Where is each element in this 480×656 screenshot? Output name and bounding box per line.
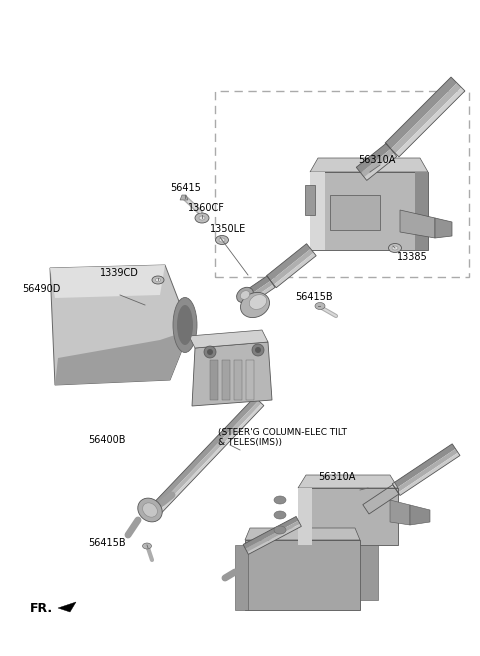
- Polygon shape: [156, 401, 262, 512]
- Polygon shape: [298, 475, 398, 488]
- Polygon shape: [298, 488, 312, 545]
- Polygon shape: [410, 505, 430, 525]
- Text: 56310A: 56310A: [358, 155, 396, 165]
- Ellipse shape: [143, 543, 152, 549]
- Polygon shape: [50, 265, 165, 298]
- Text: 1350LE: 1350LE: [210, 224, 246, 234]
- Polygon shape: [360, 545, 378, 600]
- Text: (STEER'G COLUMN-ELEC TILT
& TELES(IMS)): (STEER'G COLUMN-ELEC TILT & TELES(IMS)): [218, 428, 347, 447]
- Polygon shape: [243, 516, 299, 548]
- Polygon shape: [158, 403, 264, 514]
- Text: 56310A: 56310A: [318, 472, 355, 482]
- Ellipse shape: [388, 243, 401, 253]
- Ellipse shape: [152, 276, 164, 284]
- Ellipse shape: [216, 236, 228, 245]
- Ellipse shape: [173, 298, 197, 352]
- Text: 56415: 56415: [170, 183, 201, 193]
- Polygon shape: [396, 87, 465, 157]
- Ellipse shape: [240, 293, 269, 318]
- Ellipse shape: [315, 302, 325, 310]
- Text: 1360CF: 1360CF: [188, 203, 225, 213]
- Circle shape: [252, 344, 264, 356]
- Polygon shape: [368, 491, 399, 514]
- Polygon shape: [245, 528, 360, 540]
- Circle shape: [207, 349, 213, 355]
- FancyBboxPatch shape: [215, 91, 469, 277]
- Ellipse shape: [249, 295, 267, 310]
- Ellipse shape: [240, 291, 250, 299]
- Polygon shape: [310, 172, 325, 250]
- Ellipse shape: [199, 216, 205, 220]
- Polygon shape: [266, 244, 311, 281]
- Ellipse shape: [274, 511, 286, 519]
- Polygon shape: [189, 330, 268, 348]
- Ellipse shape: [219, 238, 225, 242]
- Polygon shape: [305, 185, 315, 215]
- Polygon shape: [363, 485, 396, 508]
- Polygon shape: [361, 149, 394, 177]
- Ellipse shape: [237, 287, 253, 302]
- Polygon shape: [245, 540, 360, 610]
- Polygon shape: [234, 360, 242, 400]
- Polygon shape: [58, 602, 76, 612]
- Text: 56415B: 56415B: [295, 292, 333, 302]
- Text: 13385: 13385: [397, 252, 428, 262]
- Polygon shape: [330, 195, 380, 230]
- Polygon shape: [435, 218, 452, 238]
- Ellipse shape: [392, 246, 398, 250]
- Polygon shape: [392, 444, 456, 489]
- Polygon shape: [245, 521, 300, 552]
- Ellipse shape: [138, 498, 162, 522]
- Polygon shape: [55, 330, 190, 385]
- Polygon shape: [400, 210, 435, 238]
- Polygon shape: [390, 500, 410, 525]
- Text: 56490D: 56490D: [22, 284, 60, 294]
- Ellipse shape: [177, 305, 193, 345]
- Polygon shape: [274, 253, 316, 288]
- Polygon shape: [235, 545, 248, 610]
- Text: 1339CD: 1339CD: [100, 268, 139, 278]
- Polygon shape: [271, 249, 314, 285]
- Text: FR.: FR.: [30, 602, 53, 615]
- Polygon shape: [222, 360, 230, 400]
- Polygon shape: [310, 172, 428, 250]
- Polygon shape: [385, 77, 457, 149]
- Polygon shape: [247, 524, 301, 554]
- Polygon shape: [245, 276, 271, 296]
- Polygon shape: [210, 360, 218, 400]
- Polygon shape: [365, 489, 397, 512]
- Polygon shape: [180, 195, 188, 200]
- Polygon shape: [356, 143, 391, 173]
- Text: 56400B: 56400B: [88, 435, 125, 445]
- Ellipse shape: [156, 278, 160, 281]
- Polygon shape: [152, 397, 259, 508]
- Polygon shape: [251, 285, 275, 302]
- Circle shape: [255, 347, 261, 353]
- Text: 56415B: 56415B: [88, 538, 126, 548]
- Polygon shape: [50, 265, 190, 385]
- Circle shape: [204, 346, 216, 358]
- Polygon shape: [249, 281, 273, 300]
- Polygon shape: [246, 360, 254, 400]
- Polygon shape: [391, 83, 461, 154]
- Polygon shape: [398, 453, 460, 495]
- Polygon shape: [298, 488, 398, 545]
- Polygon shape: [396, 449, 458, 493]
- Ellipse shape: [274, 496, 286, 504]
- Polygon shape: [192, 342, 272, 406]
- Ellipse shape: [143, 503, 157, 517]
- Polygon shape: [364, 153, 397, 180]
- Polygon shape: [415, 172, 428, 250]
- Ellipse shape: [274, 526, 286, 534]
- Polygon shape: [310, 158, 428, 172]
- Ellipse shape: [195, 213, 209, 223]
